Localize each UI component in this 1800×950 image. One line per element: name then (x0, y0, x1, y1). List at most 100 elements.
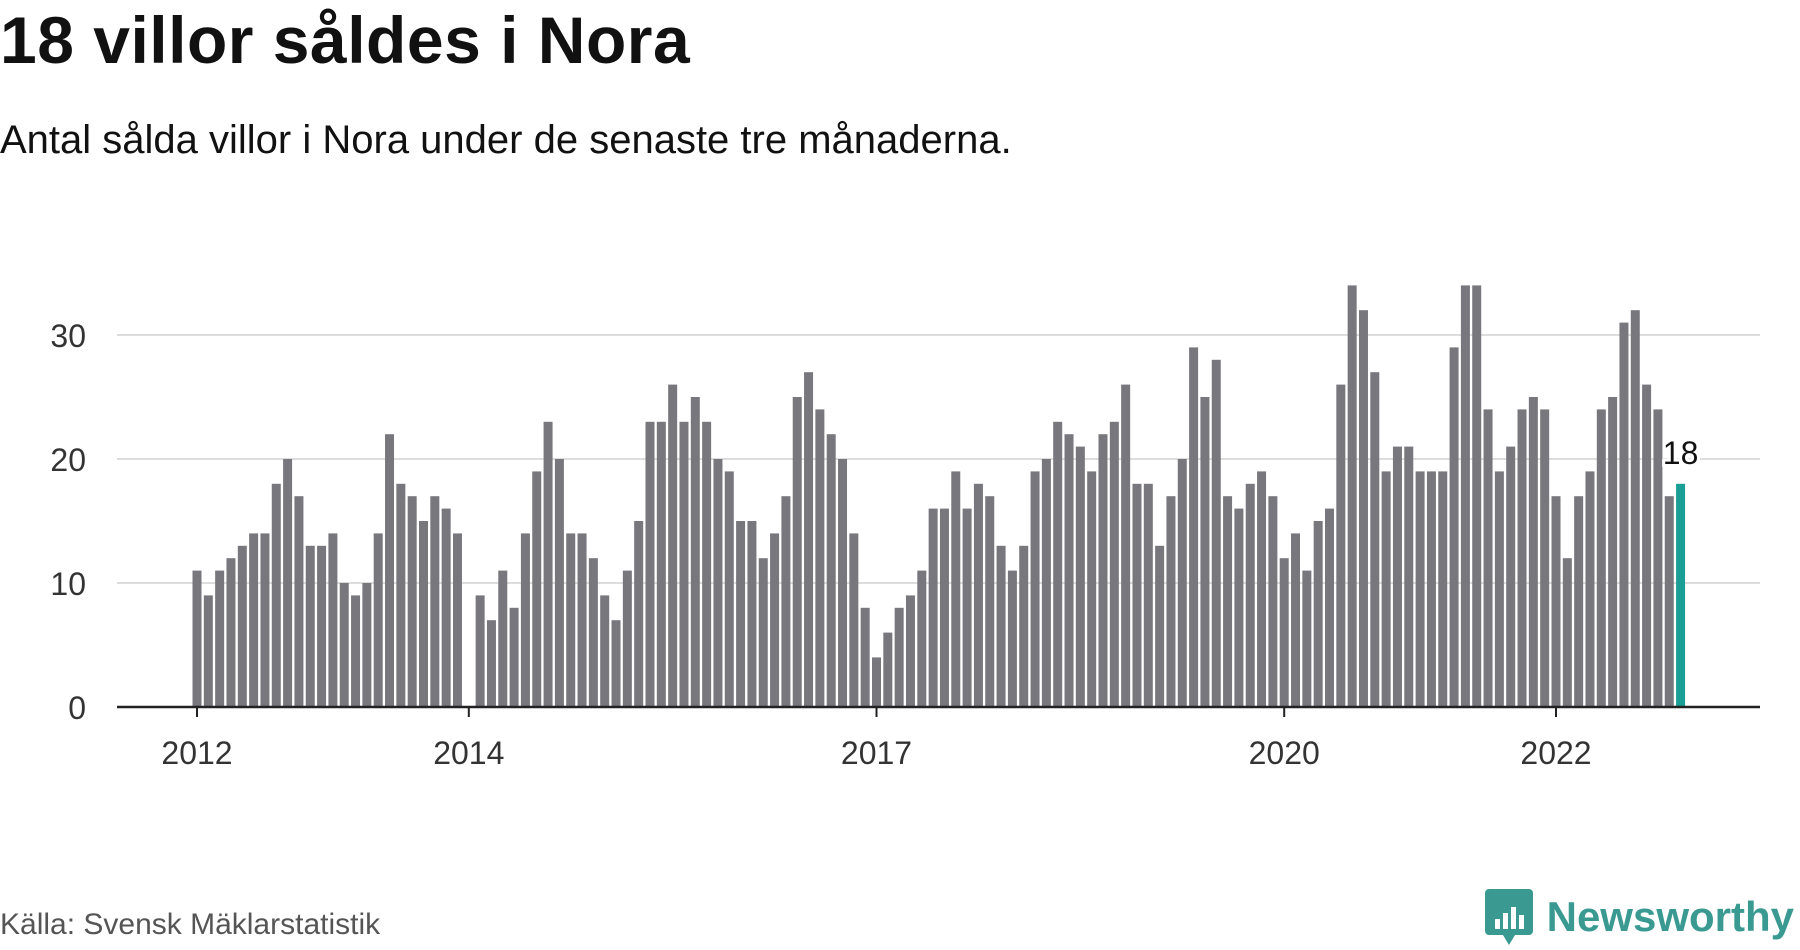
bar (441, 508, 451, 707)
bar (1619, 322, 1629, 707)
bar (1404, 446, 1414, 707)
bar (1653, 409, 1663, 707)
source-note: Källa: Svensk Mäklarstatistik (0, 908, 381, 941)
bar (1041, 459, 1051, 707)
bar (939, 508, 949, 707)
bar (622, 570, 632, 707)
bar (1166, 496, 1176, 707)
bar (815, 409, 825, 707)
bar (1302, 570, 1312, 707)
bar (1392, 446, 1402, 707)
bar (1642, 384, 1652, 707)
bar (260, 533, 270, 707)
bar (566, 533, 576, 707)
bar (1030, 471, 1040, 707)
y-tick-label: 20 (50, 442, 86, 478)
bar (1438, 471, 1448, 707)
x-tick-label: 2020 (1249, 735, 1320, 771)
bar (1143, 483, 1153, 707)
bar (1291, 533, 1301, 707)
bar (486, 620, 496, 707)
bar (1325, 508, 1334, 707)
bar (237, 545, 247, 707)
bar (838, 459, 848, 707)
bar (1347, 285, 1357, 707)
bar (917, 570, 927, 707)
bar (1426, 471, 1436, 707)
bar (1155, 545, 1165, 707)
bar (928, 508, 938, 707)
bar (554, 459, 564, 707)
bar (1121, 384, 1131, 707)
bar (826, 434, 836, 707)
bar (498, 570, 508, 707)
bar (770, 533, 780, 707)
bar (1596, 409, 1606, 707)
bar (1223, 496, 1233, 707)
bar (1064, 434, 1074, 707)
bar (702, 421, 712, 707)
bar (249, 533, 259, 707)
bar (1313, 521, 1323, 707)
bar (679, 421, 689, 707)
bar (1562, 558, 1572, 707)
bar (475, 595, 485, 707)
y-tick-label: 30 (50, 318, 86, 354)
bar (905, 595, 915, 707)
bar (396, 483, 406, 707)
bar (452, 533, 462, 707)
bar (226, 558, 236, 707)
bar (1551, 496, 1561, 707)
bar (1449, 347, 1459, 707)
bar (1177, 459, 1187, 707)
x-tick-label: 2014 (433, 735, 504, 771)
bar (1087, 471, 1097, 707)
bar (1053, 421, 1063, 707)
bar (1494, 471, 1504, 707)
x-tick-label: 2017 (841, 735, 912, 771)
bar (283, 459, 293, 707)
bar (192, 570, 202, 707)
bar (781, 496, 791, 707)
bar (1528, 397, 1538, 707)
bar (1075, 446, 1085, 707)
bar (1358, 310, 1368, 707)
bar (1608, 397, 1618, 707)
bar (668, 384, 678, 707)
bar (1019, 545, 1029, 707)
x-tick-label: 2012 (161, 735, 232, 771)
bar (362, 583, 372, 707)
bar (520, 533, 530, 707)
bar (373, 533, 383, 707)
bar (1211, 359, 1221, 707)
bar (1257, 471, 1267, 707)
bar (1336, 384, 1346, 707)
chart-subtitle: Antal sålda villor i Nora under de senas… (0, 118, 1012, 162)
bar (645, 421, 655, 707)
bar (577, 533, 587, 707)
bar (872, 657, 881, 707)
bar (509, 607, 519, 707)
bar (1381, 471, 1391, 707)
bar (849, 533, 859, 707)
bar (1517, 409, 1527, 707)
bar (385, 434, 395, 707)
bar (758, 558, 768, 707)
bar (419, 521, 428, 707)
x-tick-label: 2022 (1520, 735, 1591, 771)
bar-chart-speech-bubble-icon (1484, 889, 1533, 945)
bar (271, 483, 281, 707)
bar (1483, 409, 1493, 707)
bar (1268, 496, 1278, 707)
bar (588, 558, 598, 707)
bar (1132, 483, 1142, 707)
bar (543, 421, 553, 707)
brand-logo: Newsworthy (1484, 884, 1794, 950)
bar (962, 508, 972, 707)
bar (1189, 347, 1199, 707)
bar (804, 372, 814, 707)
bar (736, 521, 746, 707)
bar (1098, 434, 1108, 707)
bar (305, 545, 315, 707)
bar (1200, 397, 1210, 707)
